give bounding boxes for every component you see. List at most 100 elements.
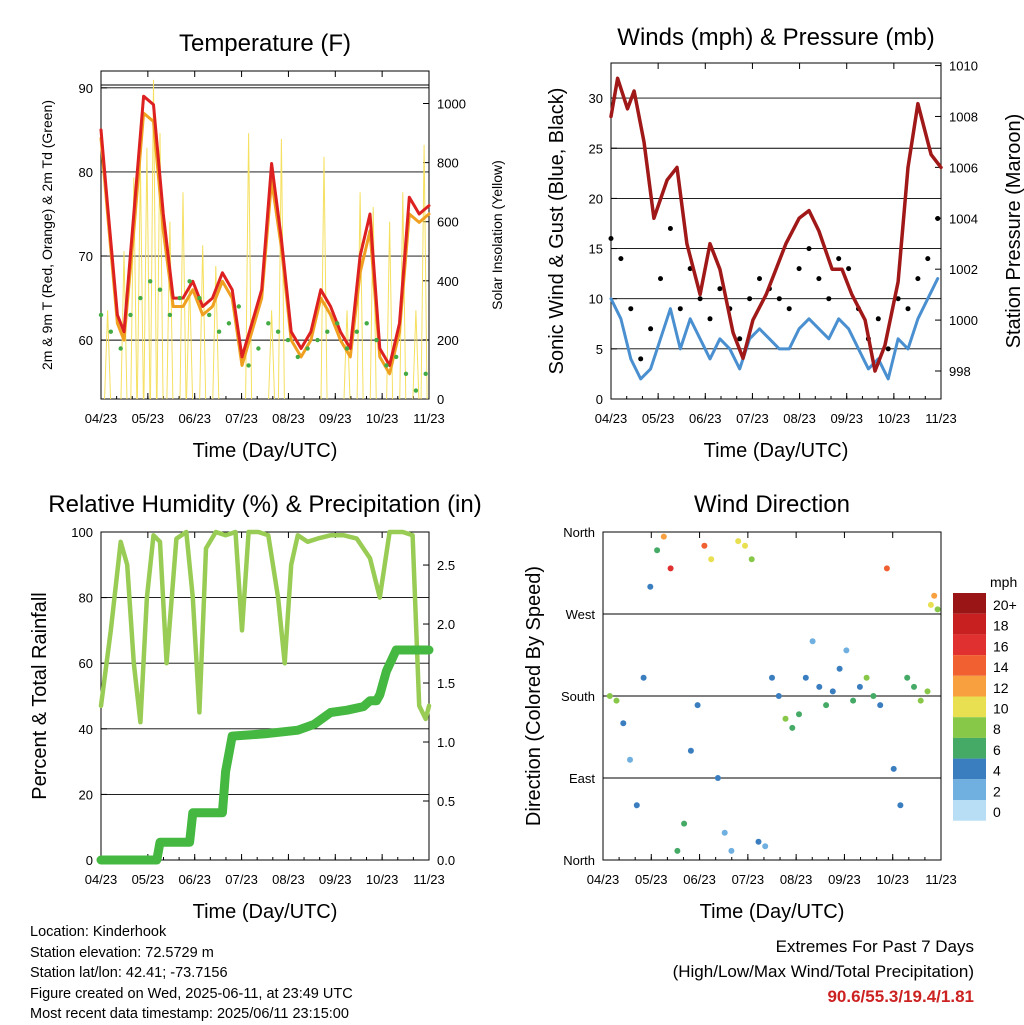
y-tick-label: 30 — [589, 91, 603, 106]
dewpoint-point — [157, 287, 163, 292]
x-tick-label: 07/23 — [225, 872, 258, 887]
legend-label: 0 — [993, 804, 1001, 820]
wind-direction-point — [856, 683, 863, 690]
gust-point — [697, 296, 703, 302]
extremes-heading: Extremes For Past 7 Days — [775, 937, 974, 956]
legend-swatch — [953, 613, 986, 635]
dewpoint-point — [344, 346, 350, 351]
solar-insolation-spike — [268, 310, 276, 400]
dewpoint-point — [354, 329, 359, 334]
latlon-label: Station lat/lon: 42.41; -73.7156 — [30, 965, 228, 981]
x-tick-label: 09/23 — [319, 411, 352, 426]
y2-tick-label: 1.5 — [437, 676, 455, 691]
gust-point — [796, 266, 802, 272]
solar-insolation-spike — [245, 133, 253, 400]
y2-tick-label: 2.5 — [437, 558, 455, 573]
dewpoint-point — [138, 295, 143, 301]
wind-direction-point — [870, 693, 877, 699]
solar-insolation-spike — [369, 206, 377, 400]
wind-direction-point — [728, 847, 735, 854]
y2-tick-label: 1010 — [949, 59, 978, 74]
x-tick-label: 04/23 — [85, 872, 118, 887]
wind-direction-point — [850, 697, 857, 704]
y-tick-label: 90 — [79, 81, 93, 96]
series-2m-temperature — [99, 94, 431, 367]
solar-insolation-spike — [386, 221, 394, 400]
wind-direction-point — [802, 674, 809, 681]
x-tick-label: 11/23 — [925, 411, 957, 426]
gust-point — [935, 216, 941, 221]
y2-axis-label: Solar Insolation (Yellow) — [489, 160, 505, 310]
legend-label: 16 — [993, 638, 1009, 654]
gust-point — [885, 346, 891, 352]
y2-tick-label: 1000 — [437, 97, 466, 112]
solar-insolation-spike — [343, 310, 351, 400]
y-tick-label: 60 — [79, 656, 93, 671]
recent-data-label: Most recent data timestamp: 2025/06/11 2… — [30, 1006, 349, 1022]
y2-tick-label: 2.0 — [437, 617, 455, 632]
y2-tick-label: 1006 — [949, 160, 978, 175]
dewpoint-point — [394, 354, 399, 360]
y-tick-label: 15 — [589, 242, 603, 257]
dewpoint-point — [325, 329, 330, 334]
dewpoint-point — [108, 329, 114, 334]
y-tick-label: 80 — [79, 165, 93, 180]
legend-label: 14 — [993, 659, 1009, 675]
wind-direction-point — [755, 838, 762, 845]
legend-swatch — [953, 779, 986, 800]
chart-title: Temperature (F) — [179, 30, 351, 57]
x-tick-label: 08/23 — [783, 411, 816, 426]
gust-point — [707, 316, 713, 322]
x-tick-label: 11/23 — [413, 872, 445, 887]
legend-swatch — [953, 696, 986, 718]
gust-point — [786, 306, 792, 312]
x-tick-label: 11/23 — [925, 872, 957, 887]
wind-direction-point — [934, 606, 941, 613]
wind-direction-point — [823, 702, 830, 709]
gust-point — [895, 296, 901, 302]
wind-direction-point — [633, 802, 640, 809]
extremes-values: 90.6/55.3/19.4/1.81 — [827, 987, 974, 1006]
x-tick-label: 08/23 — [272, 411, 305, 426]
y-tick-label: 10 — [589, 292, 603, 307]
legend-label: 2 — [993, 783, 1001, 799]
wind-direction-point — [762, 843, 769, 850]
solar-insolation-spike — [104, 310, 112, 400]
wind-direction-point — [735, 538, 742, 545]
y2-tick-label: 0.0 — [437, 853, 455, 868]
dewpoint-point — [364, 321, 369, 326]
wind-direction-point — [681, 820, 688, 827]
wind-direction-point — [927, 601, 934, 608]
y2-tick-label: 800 — [437, 156, 459, 171]
x-axis-label: Time (Day/UTC) — [193, 440, 338, 462]
legend-swatch — [953, 758, 986, 780]
wind-direction-point — [667, 565, 674, 572]
y2-tick-label: 1.0 — [437, 735, 455, 750]
y-tick-label: 0 — [596, 392, 603, 407]
wind-direction-point — [924, 688, 931, 695]
y-tick-label: 60 — [79, 333, 93, 348]
wind-direction-point — [687, 747, 694, 754]
dewpoint-point — [167, 312, 173, 318]
gust-point — [667, 226, 673, 231]
wind-direction-point — [829, 688, 836, 695]
solar-insolation-spike — [143, 147, 151, 400]
solar-insolation-spike — [156, 133, 164, 400]
wind-direction-point — [647, 583, 654, 590]
wind-direction-point — [890, 765, 897, 772]
legend-label: 18 — [993, 618, 1009, 634]
y2-tick-label: 1004 — [949, 211, 978, 226]
y-tick-label: South — [561, 689, 595, 704]
legend-label: 4 — [993, 763, 1001, 779]
x-axis-label: Time (Day/UTC) — [700, 901, 845, 923]
y-tick-label: 70 — [79, 249, 93, 264]
x-tick-label: 07/23 — [736, 411, 769, 426]
legend-label: 8 — [993, 721, 1001, 737]
y2-tick-label: 1000 — [949, 313, 978, 328]
y-axis-label: 2m & 9m T (Red, Orange) & 2m Td (Green) — [39, 100, 55, 370]
gust-point — [836, 256, 842, 262]
dewpoint-point — [413, 388, 419, 393]
y-tick-label: 40 — [79, 722, 93, 737]
x-axis-label: Time (Day/UTC) — [193, 901, 338, 923]
